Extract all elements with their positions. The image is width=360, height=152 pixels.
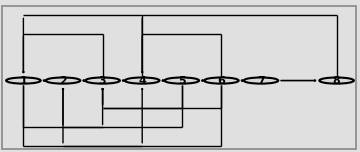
Ellipse shape [46, 78, 80, 84]
Text: 5: 5 [178, 76, 186, 86]
Text: 6: 6 [217, 76, 225, 86]
Ellipse shape [244, 78, 278, 84]
Ellipse shape [125, 78, 159, 84]
Ellipse shape [85, 78, 120, 84]
Ellipse shape [319, 78, 354, 84]
Text: 7: 7 [257, 76, 265, 86]
Text: 2: 2 [59, 76, 67, 86]
Ellipse shape [165, 78, 199, 84]
Text: 4: 4 [138, 76, 146, 86]
Text: 1: 1 [19, 76, 27, 86]
Text: 3: 3 [99, 76, 107, 86]
Ellipse shape [204, 78, 239, 84]
Text: 8: 8 [333, 76, 341, 86]
Ellipse shape [6, 78, 41, 84]
